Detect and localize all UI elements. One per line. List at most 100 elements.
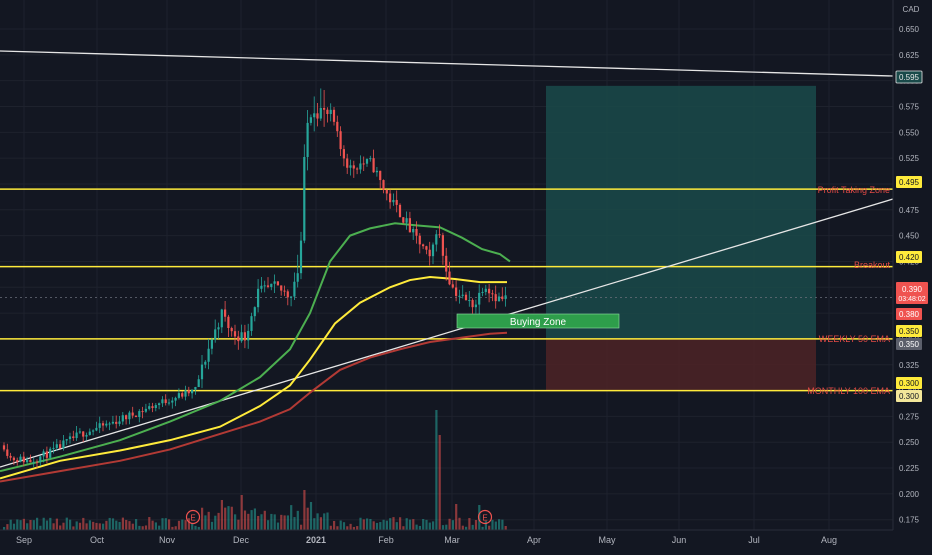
- volume-bar: [286, 515, 289, 530]
- volume-bar: [125, 519, 128, 530]
- price-axis-bg: [893, 0, 932, 550]
- volume-bar: [418, 525, 421, 530]
- x-tick-label: Jul: [748, 535, 760, 545]
- candle-body: [257, 288, 260, 308]
- volume-bar: [36, 517, 39, 530]
- badge-countdown: 03:48:02: [898, 296, 925, 303]
- candle-body: [266, 285, 270, 287]
- candle-body: [128, 412, 131, 420]
- x-tick-label: Sep: [16, 535, 32, 545]
- volume-bar: [52, 523, 55, 530]
- candle-body: [497, 296, 501, 302]
- buying-zone-label: Buying Zone: [510, 317, 567, 328]
- volume-bar: [428, 522, 431, 530]
- volume-bar: [118, 521, 121, 530]
- volume-bar: [435, 410, 438, 530]
- candle-body: [293, 281, 296, 297]
- volume-bar: [379, 522, 382, 530]
- volume-bar: [55, 518, 58, 530]
- candle-body: [494, 294, 497, 302]
- candle-body: [326, 109, 329, 115]
- volume-bar: [333, 520, 336, 530]
- candle-body: [428, 249, 431, 257]
- candle-body: [72, 436, 75, 439]
- candle-body: [16, 460, 19, 462]
- candle-body: [29, 459, 32, 463]
- candle-body: [68, 436, 72, 440]
- volume-bar: [85, 523, 88, 530]
- x-tick-label: 2021: [306, 535, 326, 545]
- volume-bar: [158, 525, 161, 530]
- volume-bar: [26, 523, 29, 530]
- candle-body: [306, 122, 309, 158]
- volume-bar: [362, 519, 365, 530]
- volume-bar: [207, 511, 210, 530]
- candle-body: [118, 421, 121, 424]
- candle-body: [405, 218, 408, 223]
- volume-bar: [135, 519, 138, 530]
- volume-bar: [276, 522, 280, 530]
- candle-body: [323, 107, 326, 110]
- volume-bar: [253, 508, 256, 530]
- candle-body: [286, 291, 289, 298]
- candle-body: [365, 159, 369, 164]
- candle-body: [474, 304, 477, 308]
- candle-body: [389, 193, 392, 203]
- volume-bar: [352, 526, 355, 530]
- badge-breakout-level: 0.420: [899, 253, 920, 262]
- candle-body: [65, 439, 68, 441]
- candle-body: [108, 423, 111, 425]
- candle-body: [504, 295, 507, 300]
- volume-bar: [399, 517, 402, 530]
- ema-green: [0, 222, 511, 473]
- candle-body: [296, 273, 299, 282]
- volume-bar: [465, 526, 468, 530]
- y-tick-label: 0.550: [899, 128, 920, 137]
- volume-bar: [177, 520, 181, 530]
- candle-body: [240, 332, 243, 342]
- volume-bar: [217, 512, 220, 530]
- volume-bar: [194, 525, 197, 530]
- volume-bar: [49, 517, 52, 530]
- volume-bar: [6, 524, 9, 530]
- candle-body: [49, 448, 52, 458]
- volume-bar: [270, 513, 273, 530]
- moving-averages: [0, 222, 511, 483]
- volume-bar: [372, 521, 375, 530]
- volume-bar: [240, 495, 243, 530]
- volume-bar: [144, 525, 148, 530]
- candle-body: [342, 149, 345, 159]
- badge-profit-level-bg: [896, 176, 922, 188]
- y-tick-label: 0.450: [899, 232, 920, 241]
- volume-bar: [247, 513, 250, 530]
- volume-bar: [481, 526, 484, 530]
- candle-body: [121, 415, 124, 422]
- volume-bar: [12, 523, 16, 530]
- volume-bar: [392, 517, 395, 530]
- candle-body: [220, 309, 223, 328]
- volume-bar: [22, 518, 25, 530]
- candle-body: [379, 170, 382, 181]
- candle-body: [349, 165, 352, 168]
- volume-bar: [197, 526, 200, 530]
- volume-bar: [494, 521, 497, 530]
- volume-bar: [220, 500, 223, 530]
- candle-body: [164, 399, 167, 403]
- candle-body: [111, 421, 114, 424]
- candle-body: [488, 288, 491, 294]
- volume-bar: [408, 519, 412, 530]
- volume-bar: [210, 521, 214, 530]
- volume-bar: [293, 517, 296, 530]
- candle-body: [253, 307, 256, 317]
- volume-bar: [306, 507, 309, 530]
- candle-body: [125, 415, 128, 420]
- volume-bar: [303, 490, 306, 530]
- candle-body: [435, 234, 438, 245]
- upper-trendline: [0, 50, 894, 77]
- volume-bar: [402, 526, 405, 530]
- candle-body: [445, 255, 448, 272]
- volume-bar: [316, 513, 319, 530]
- candle-body: [19, 456, 22, 462]
